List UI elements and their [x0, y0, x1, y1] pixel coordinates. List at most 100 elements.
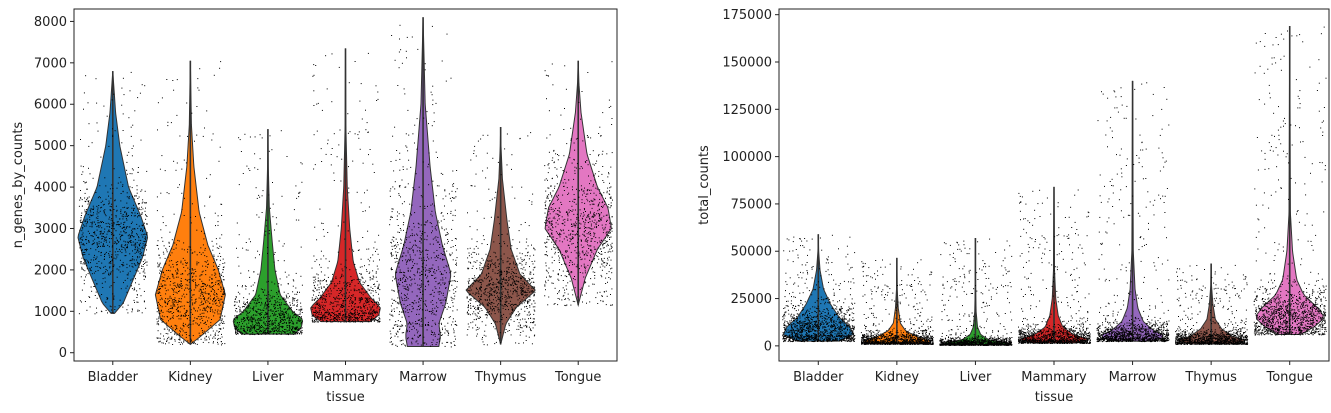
data-point-marrow [432, 140, 434, 142]
data-point-mammary [374, 241, 376, 243]
data-point-thymus [480, 294, 482, 296]
data-point-kidney [173, 89, 175, 91]
data-point-bladder [122, 218, 124, 220]
data-point-thymus [521, 293, 523, 295]
data-point-marrow [434, 307, 436, 309]
data-point-bladder [85, 181, 87, 183]
data-point-mammary [368, 264, 370, 266]
data-point-bladder [108, 145, 110, 147]
data-point-kidney [170, 307, 172, 309]
data-point-bladder [113, 93, 115, 95]
data-point-bladder [102, 287, 104, 288]
data-point-thymus [478, 306, 480, 308]
data-point-kidney [179, 135, 181, 137]
data-point-marrow [392, 328, 394, 329]
data-point-mammary [359, 281, 361, 283]
data-point-kidney [191, 273, 192, 275]
data-point-marrow [397, 330, 399, 332]
data-point-marrow [422, 233, 423, 235]
data-point-thymus [526, 283, 528, 285]
data-point-liver [259, 158, 261, 160]
data-point-marrow [414, 282, 416, 284]
data-point-marrow [397, 291, 399, 293]
data-point-kidney [171, 330, 173, 332]
data-point-liver [258, 326, 260, 328]
data-point-kidney [169, 254, 171, 256]
data-point-kidney [157, 304, 158, 306]
data-point-liver [273, 253, 275, 255]
data-point-liver [238, 300, 240, 302]
data-point-marrow [433, 121, 435, 123]
data-point-mammary [374, 285, 376, 287]
data-point-bladder [141, 254, 143, 256]
data-point-marrow [403, 215, 405, 217]
data-point-kidney [195, 310, 196, 312]
data-point-liver [236, 311, 238, 313]
data-point-thymus [524, 281, 525, 283]
data-point-liver [251, 327, 253, 329]
data-point-kidney [186, 325, 188, 327]
data-point-liver [265, 313, 267, 315]
data-point-bladder [137, 213, 139, 214]
data-point-liver [278, 329, 280, 331]
data-point-bladder [112, 228, 114, 230]
data-point-marrow [440, 274, 442, 275]
data-point-thymus [501, 272, 503, 274]
data-point-liver [273, 261, 275, 263]
data-point-marrow [444, 328, 446, 330]
data-point-marrow [405, 232, 407, 234]
data-point-liver [239, 322, 240, 323]
data-point-marrow [399, 152, 401, 154]
data-point-bladder [84, 270, 86, 272]
data-point-bladder [83, 269, 84, 271]
data-point-kidney [218, 305, 220, 307]
data-point-mammary [321, 319, 323, 321]
data-point-mammary [361, 292, 363, 294]
data-point-kidney [195, 216, 196, 217]
data-point-marrow [450, 212, 452, 214]
data-point-mammary [375, 311, 377, 313]
data-point-bladder [138, 239, 140, 241]
data-point-mammary [345, 199, 347, 201]
data-point-mammary [312, 276, 314, 278]
data-point-thymus [503, 241, 505, 243]
data-point-bladder [130, 71, 132, 73]
data-point-mammary [342, 304, 344, 306]
data-point-thymus [497, 265, 499, 267]
data-point-kidney [161, 97, 163, 99]
data-point-marrow [436, 241, 438, 243]
data-point-bladder [106, 298, 108, 300]
data-point-marrow [438, 291, 440, 293]
data-point-kidney [204, 217, 206, 219]
data-point-marrow [421, 324, 423, 326]
data-point-mammary [378, 234, 380, 236]
data-point-marrow [432, 339, 434, 341]
data-point-mammary [350, 276, 352, 278]
data-point-bladder [145, 237, 147, 239]
data-point-mammary [354, 297, 356, 299]
data-point-marrow [456, 170, 458, 171]
data-point-kidney [173, 248, 175, 250]
data-point-thymus [525, 294, 527, 296]
data-point-kidney [213, 298, 215, 300]
data-point-liver [281, 318, 283, 320]
data-point-liver [280, 321, 282, 323]
data-point-marrow [396, 258, 398, 260]
data-point-mammary [324, 301, 326, 303]
data-point-bladder [112, 259, 113, 261]
data-point-kidney [209, 174, 211, 176]
data-point-kidney [220, 328, 222, 330]
data-point-mammary [331, 318, 333, 320]
data-point-liver [284, 316, 286, 318]
data-point-liver [292, 321, 294, 323]
data-point-bladder [134, 239, 136, 241]
data-point-mammary [361, 266, 363, 268]
data-point-bladder [110, 197, 112, 199]
data-point-liver [270, 297, 272, 299]
data-point-liver [292, 317, 294, 319]
data-point-bladder [144, 228, 145, 229]
data-point-liver [288, 319, 290, 321]
data-point-bladder [142, 271, 144, 273]
data-point-liver [243, 317, 245, 319]
data-point-liver [299, 319, 301, 321]
